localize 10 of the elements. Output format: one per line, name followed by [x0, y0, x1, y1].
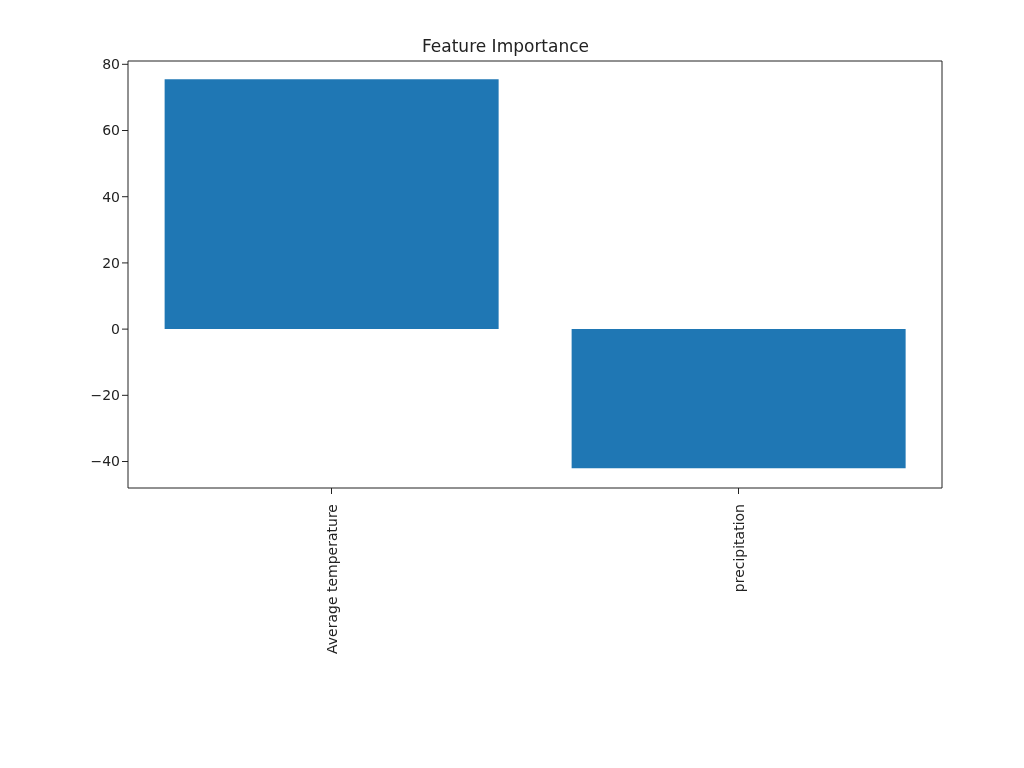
y-tick-label: 60 — [102, 122, 120, 139]
y-tick-label: 20 — [102, 254, 120, 271]
chart-title: Feature Importance — [420, 36, 591, 56]
y-tick-label: 40 — [102, 188, 120, 205]
y-tick-label: −40 — [90, 453, 120, 470]
x-tick-label: Average temperature — [323, 504, 340, 654]
x-tick-label: precipitation — [730, 504, 747, 593]
y-tick-label: 0 — [111, 321, 120, 338]
y-tick-label: 80 — [102, 56, 120, 73]
y-tick-label: −20 — [90, 387, 120, 404]
